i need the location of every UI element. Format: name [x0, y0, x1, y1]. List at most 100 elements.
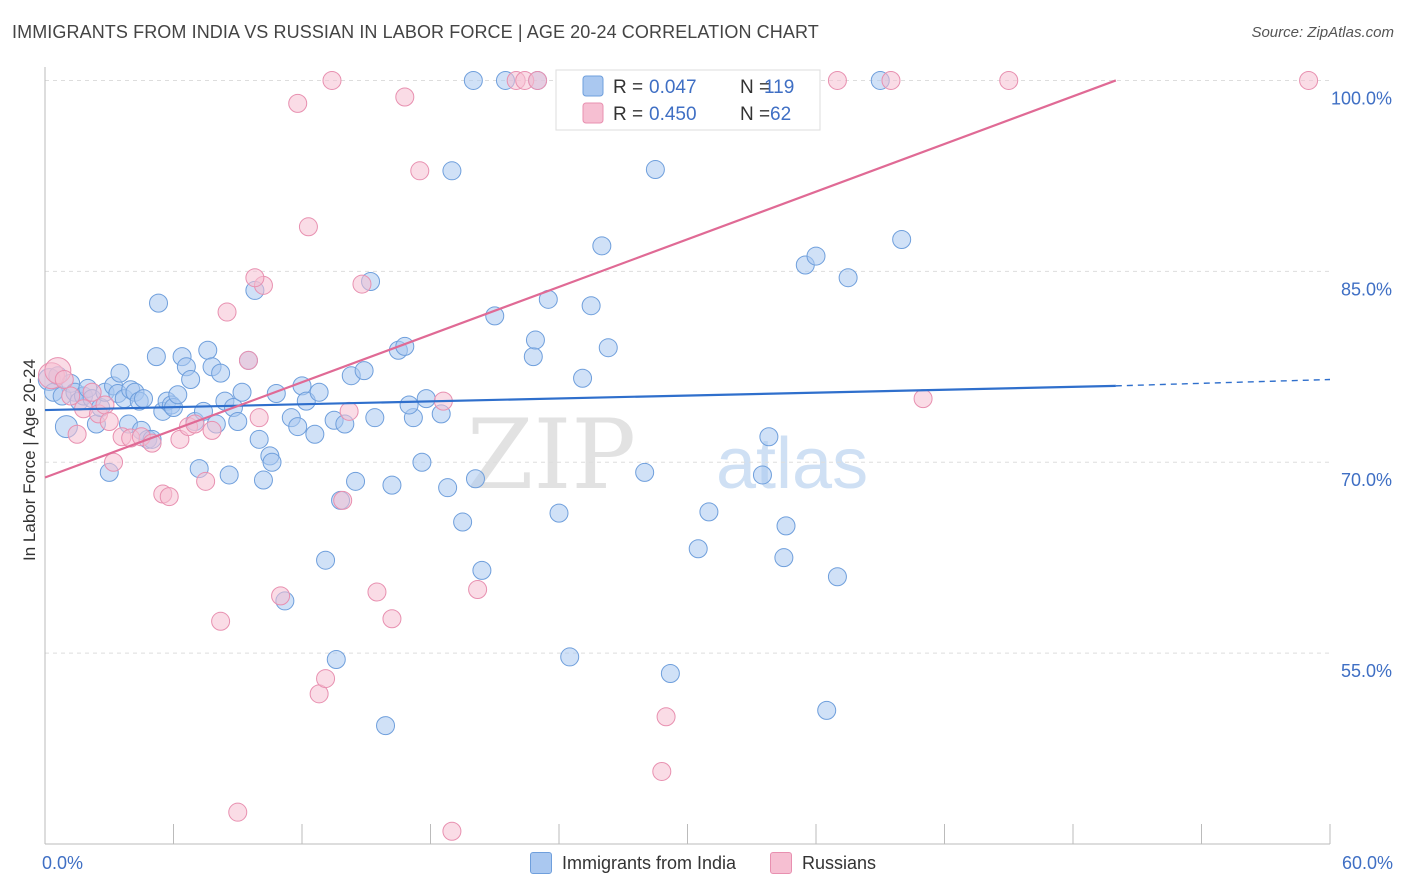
legend-r-label: R =	[613, 104, 643, 125]
legend-label-russia: Russians	[802, 852, 877, 873]
india-point	[376, 716, 396, 736]
india-point	[232, 382, 252, 402]
india-point	[549, 503, 569, 523]
legend-swatch-india	[582, 75, 604, 97]
chart-title: IMMIGRANTS FROM INDIA VS RUSSIAN IN LABO…	[12, 22, 819, 42]
legend-item-russia[interactable]: Russians	[770, 852, 876, 874]
russia-point	[913, 389, 933, 409]
india-point	[752, 465, 772, 485]
russia-points	[37, 70, 1319, 841]
russia-point	[61, 386, 81, 406]
india-point	[635, 462, 655, 482]
legend-r-value-india: 0.047	[649, 77, 697, 98]
y-tick-label: 100.0%	[1331, 88, 1392, 108]
india-point	[412, 452, 432, 472]
russia-point	[827, 70, 847, 90]
india-point	[354, 361, 374, 381]
india-point	[346, 471, 366, 491]
russia-point	[656, 707, 676, 727]
india-point	[168, 385, 188, 405]
legend-n-label: N =	[740, 104, 770, 125]
legend-swatch-russia	[770, 852, 793, 874]
india-point	[416, 389, 436, 409]
grid-lines	[45, 79, 1330, 654]
russia-point	[442, 821, 462, 841]
x-tick-label: 60.0%	[1342, 853, 1393, 873]
india-point	[249, 429, 269, 449]
russia-point	[245, 268, 265, 288]
india-point	[198, 340, 218, 360]
russia-point	[298, 217, 318, 237]
india-point	[592, 236, 612, 256]
india-point	[382, 475, 402, 495]
india-point	[838, 268, 858, 288]
india-point	[525, 330, 545, 350]
india-point	[326, 649, 346, 669]
russia-point	[1299, 70, 1319, 90]
y-tick-label: 70.0%	[1341, 470, 1392, 490]
india-point	[581, 296, 601, 316]
russia-point	[104, 452, 124, 472]
legend-label-india: Immigrants from India	[561, 852, 737, 873]
tick-labels: 55.0% 70.0% 85.0% 100.0% 0.0% 60.0%	[42, 88, 1393, 873]
russia-point	[95, 395, 115, 415]
india-point	[660, 663, 680, 683]
correlation-legend: R = 0.047 N = 119 R = 0.450 N = 62	[555, 69, 821, 131]
watermark: ZIP atlas	[467, 399, 868, 511]
russia-point	[367, 582, 387, 602]
y-tick-label: 55.0%	[1341, 661, 1392, 681]
india-point	[523, 347, 543, 367]
india-point	[316, 550, 336, 570]
india-point	[806, 246, 826, 266]
russia-point	[67, 424, 87, 444]
russia-point	[999, 70, 1019, 90]
russia-point	[249, 408, 269, 428]
trend-lines	[44, 79, 1331, 479]
russia-point	[159, 487, 179, 507]
india-point	[892, 230, 912, 250]
india-point	[211, 363, 231, 383]
india-trend-line	[44, 384, 1116, 412]
russia-point	[352, 274, 372, 294]
india-point	[774, 548, 794, 568]
india-point	[309, 382, 329, 402]
india-point	[688, 539, 708, 559]
legend-r-label: R =	[613, 77, 643, 98]
russia-point	[881, 70, 901, 90]
india-point	[759, 427, 779, 447]
india-point	[442, 161, 462, 181]
india-point	[110, 363, 130, 383]
india-point	[305, 424, 325, 444]
india-point	[146, 347, 166, 367]
india-point	[573, 368, 593, 388]
russia-point	[288, 93, 308, 113]
series-legend: Immigrants from India Russians	[0, 852, 1406, 874]
axes	[44, 67, 1331, 845]
russia-point	[339, 401, 359, 421]
india-point	[288, 417, 308, 437]
india-point	[181, 370, 201, 390]
russia-point	[54, 370, 74, 390]
russia-point	[468, 579, 488, 599]
watermark-atlas: atlas	[716, 424, 868, 504]
watermark-zip: ZIP	[467, 399, 636, 511]
russia-point	[528, 70, 548, 90]
india-point	[228, 412, 248, 432]
x-tick-label: 0.0%	[42, 853, 83, 873]
india-point	[438, 478, 458, 498]
india-point	[472, 560, 492, 580]
russia-point	[238, 350, 258, 370]
russia-point	[228, 802, 248, 822]
legend-item-india[interactable]: Immigrants from India	[529, 852, 737, 874]
india-point	[598, 338, 618, 358]
russia-point	[410, 161, 430, 181]
russia-point	[382, 609, 402, 629]
legend-n-label: N =	[740, 77, 770, 98]
russia-point	[652, 761, 672, 781]
india-point	[134, 389, 154, 409]
india-point	[560, 647, 580, 667]
russia-point	[202, 420, 222, 440]
legend-n-value-russia: 62	[770, 104, 791, 125]
russia-point	[271, 586, 291, 606]
